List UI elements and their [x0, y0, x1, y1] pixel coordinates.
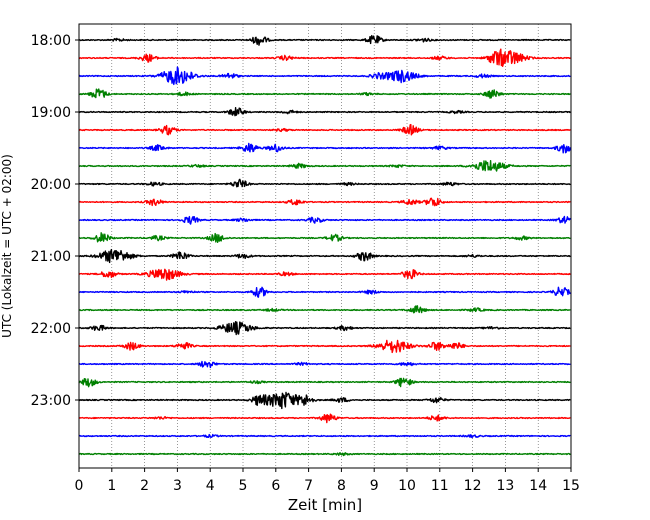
x-tick-label: 7 [304, 478, 313, 494]
y-axis-ticks: 18:00 19:00 20:00 21:00 22:00 23:00 [31, 33, 79, 409]
x-tick-label: 13 [496, 478, 514, 494]
trace-line [78, 377, 571, 388]
trace-line [78, 197, 571, 207]
x-tick-label: 8 [337, 478, 346, 494]
trace-line [78, 159, 571, 172]
trace-line [78, 305, 571, 314]
x-tick-label: 4 [206, 478, 215, 494]
x-tick-label: 15 [562, 478, 580, 494]
trace-line [78, 360, 571, 369]
y-tick-label: 20:00 [31, 177, 71, 193]
x-tick-label: 5 [239, 478, 248, 494]
trace-line [78, 88, 571, 99]
x-tick-label: 1 [107, 478, 116, 494]
x-axis-ticks: 0 1 2 3 4 5 6 7 8 9 10 11 12 13 14 15 [75, 468, 580, 494]
trace-line [78, 321, 571, 336]
trace-lines [78, 34, 572, 457]
trace-line [78, 339, 571, 354]
y-tick-label: 23:00 [31, 393, 71, 409]
trace-line [78, 413, 571, 424]
x-tick-label: 11 [431, 478, 449, 494]
x-tick-label: 10 [398, 478, 416, 494]
trace-line [78, 178, 571, 188]
y-tick-label: 19:00 [31, 105, 71, 121]
x-tick-label: 0 [75, 478, 84, 494]
x-tick-label: 6 [271, 478, 280, 494]
trace-line [78, 107, 571, 117]
y-tick-label: 22:00 [31, 321, 71, 337]
y-tick-label: 18:00 [31, 33, 71, 49]
x-axis-label: Zeit [min] [288, 496, 362, 514]
trace-line [78, 123, 571, 136]
trace-line [78, 451, 571, 457]
plot-frame [78, 23, 572, 469]
trace-line [78, 286, 572, 298]
trace-line [78, 248, 571, 264]
x-tick-label: 2 [140, 478, 149, 494]
y-axis-label: UTC (Lokalzeit = UTC + 02:00) [0, 154, 14, 338]
trace-line [78, 391, 571, 410]
trace-line [78, 433, 571, 439]
trace-line [78, 142, 572, 154]
x-tick-label: 14 [529, 478, 547, 494]
x-tick-label: 9 [370, 478, 379, 494]
trace-line [78, 232, 571, 243]
trace-line [78, 34, 571, 46]
x-tick-label: 3 [173, 478, 182, 494]
trace-line [78, 66, 571, 86]
trace-line [78, 48, 571, 68]
trace-line [78, 215, 572, 225]
x-tick-label: 12 [464, 478, 482, 494]
trace-line [78, 268, 571, 281]
y-tick-label: 21:00 [31, 249, 71, 265]
vertical-grid [111, 24, 539, 468]
